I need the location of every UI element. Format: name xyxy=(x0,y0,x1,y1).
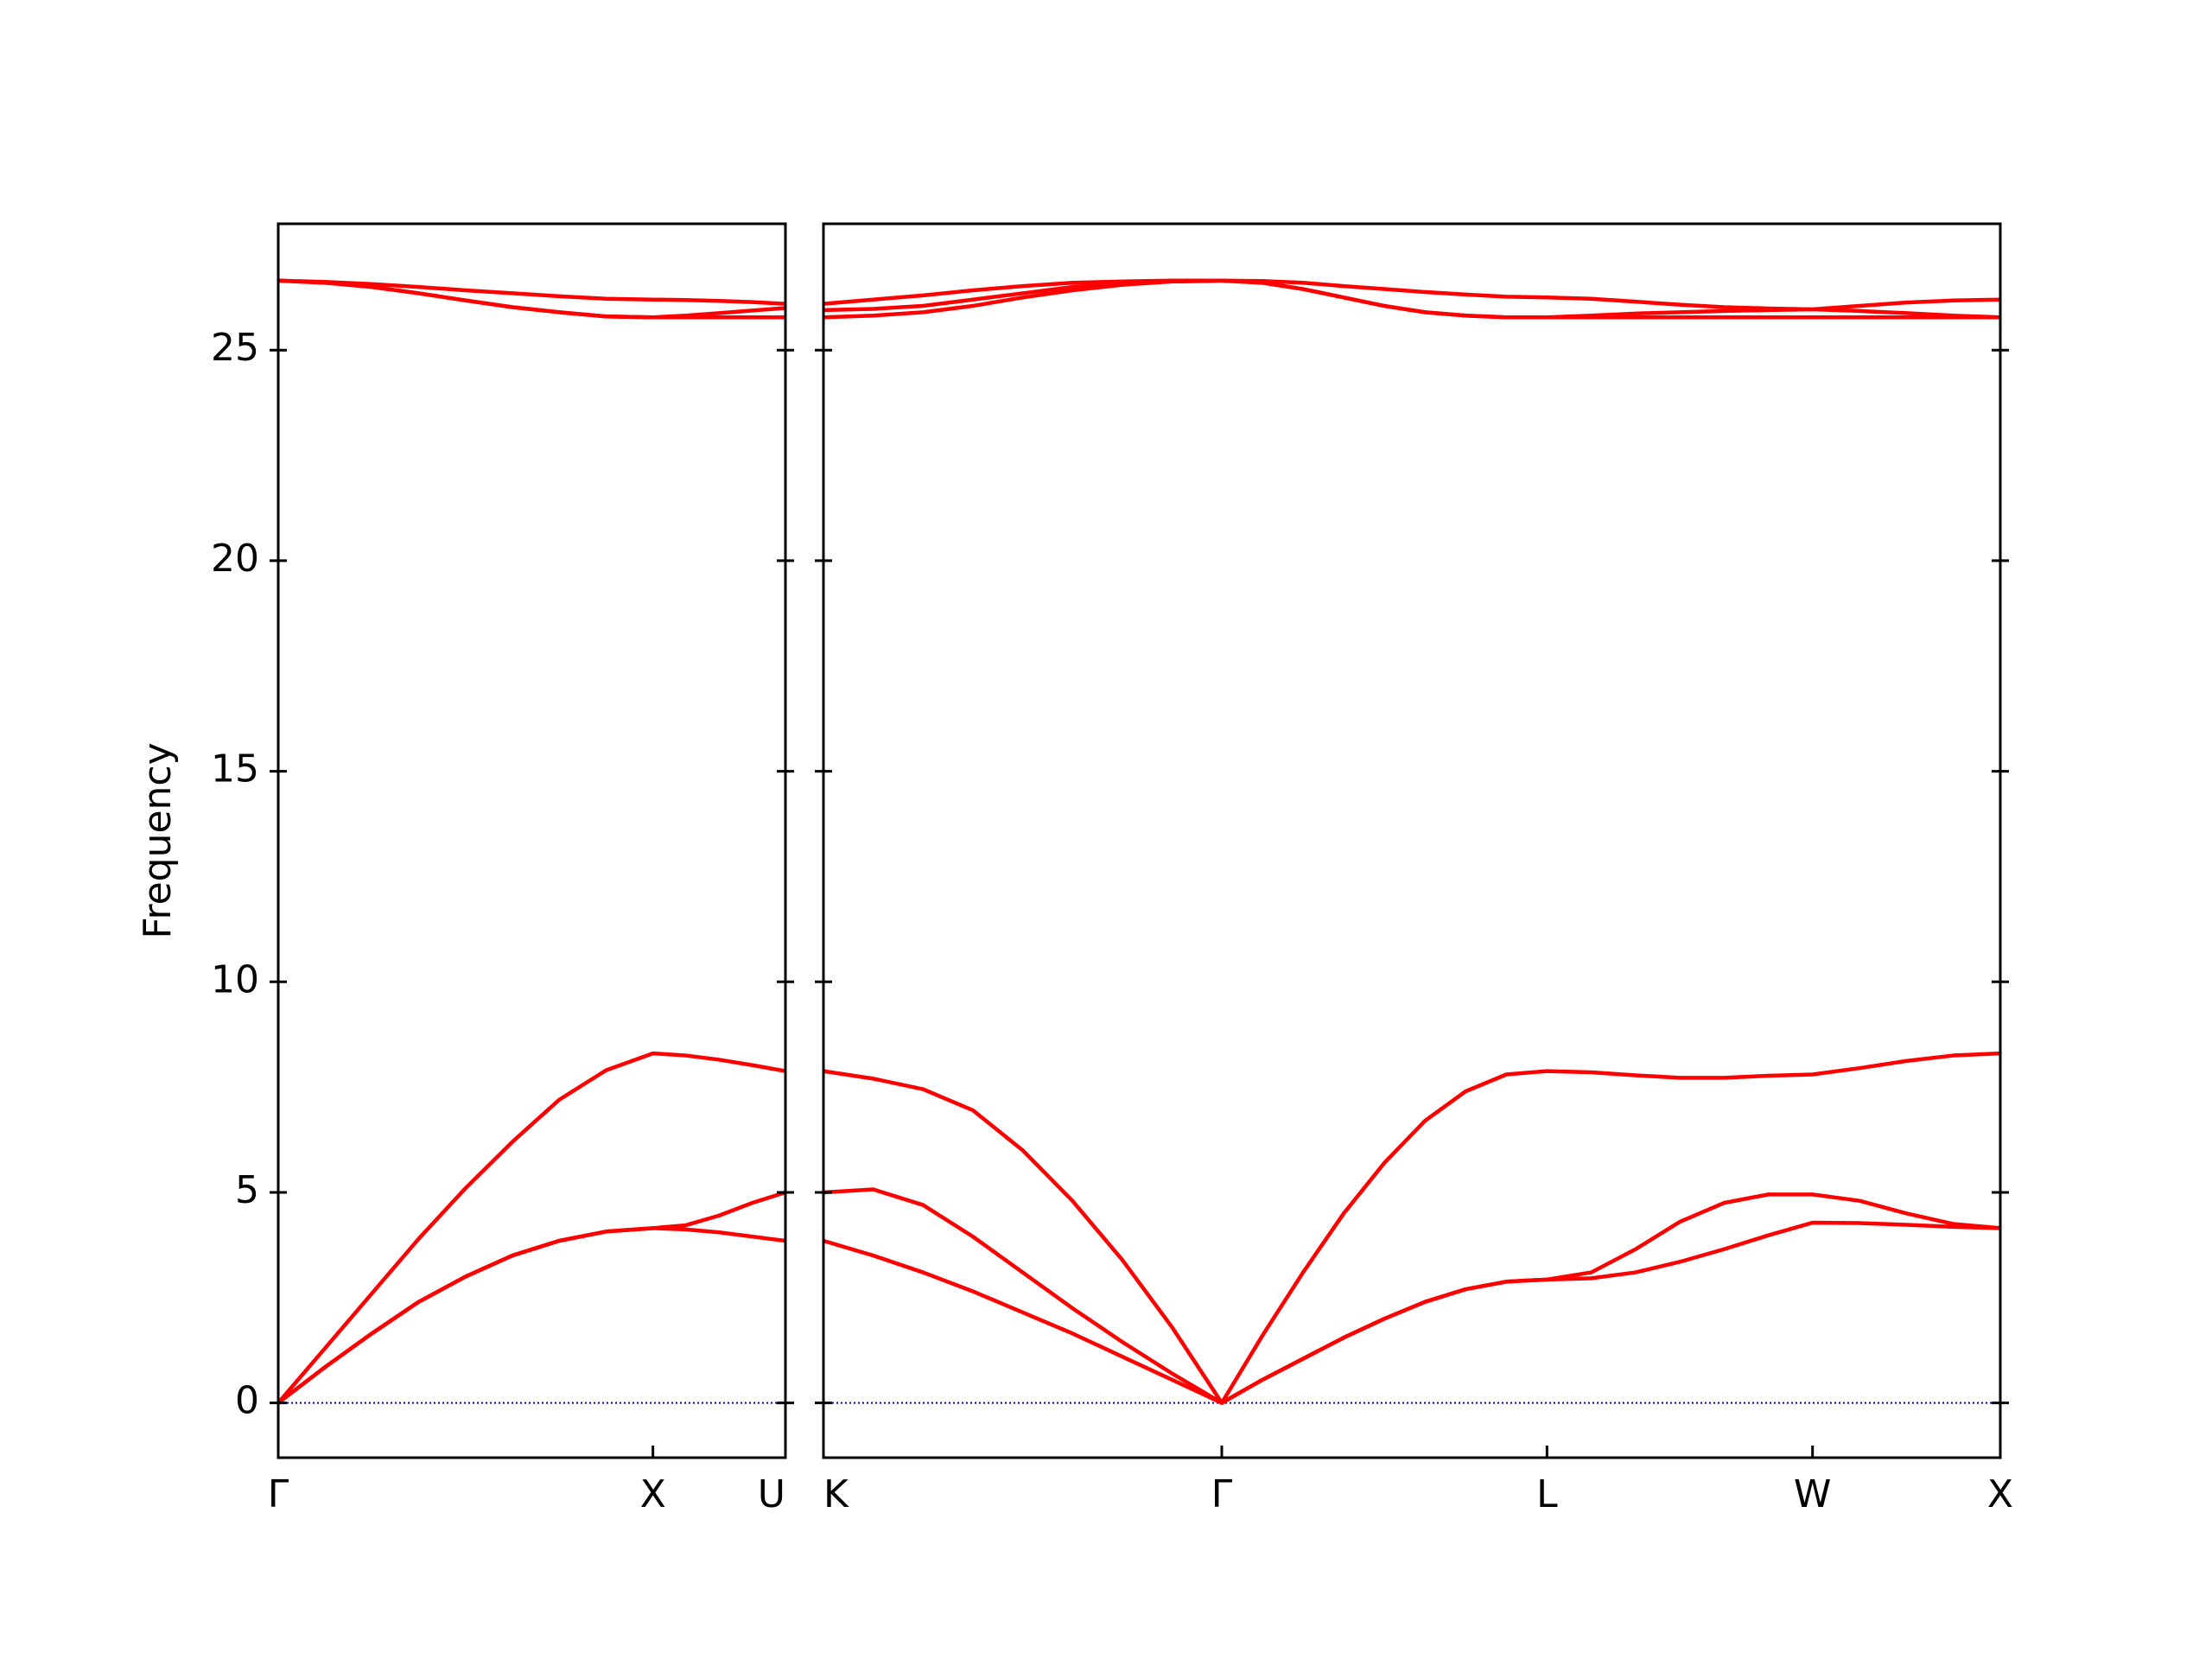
y-tick-label: 5 xyxy=(235,1168,259,1212)
band-line xyxy=(277,278,786,320)
band-line xyxy=(823,1051,2001,1405)
y-tick-label: 20 xyxy=(211,537,259,581)
x-tick-label: W xyxy=(1794,1472,1832,1516)
band-line xyxy=(276,1190,786,1405)
y-tick-label: 15 xyxy=(211,747,259,791)
band-line xyxy=(276,1051,786,1405)
band-line xyxy=(277,278,786,306)
x-tick-label: Γ xyxy=(1211,1472,1233,1516)
x-tick-label: Γ xyxy=(268,1472,289,1516)
x-tick-label: U xyxy=(758,1472,785,1516)
x-tick-label: X xyxy=(1987,1472,2013,1516)
plot-frame xyxy=(822,222,2002,1459)
x-tick-label: X xyxy=(640,1472,666,1516)
x-tick-label: L xyxy=(1536,1472,1558,1516)
y-tick-label: 0 xyxy=(235,1379,259,1423)
band-line xyxy=(823,1187,2001,1405)
y-tick-label: 10 xyxy=(211,957,259,1001)
band-line xyxy=(823,278,2001,312)
x-tick-label: K xyxy=(823,1472,849,1516)
y-tick-label: 25 xyxy=(211,326,259,370)
plot-frame xyxy=(276,222,787,1459)
y-axis-label: Frequency xyxy=(136,742,180,938)
band-line xyxy=(823,1220,2001,1405)
